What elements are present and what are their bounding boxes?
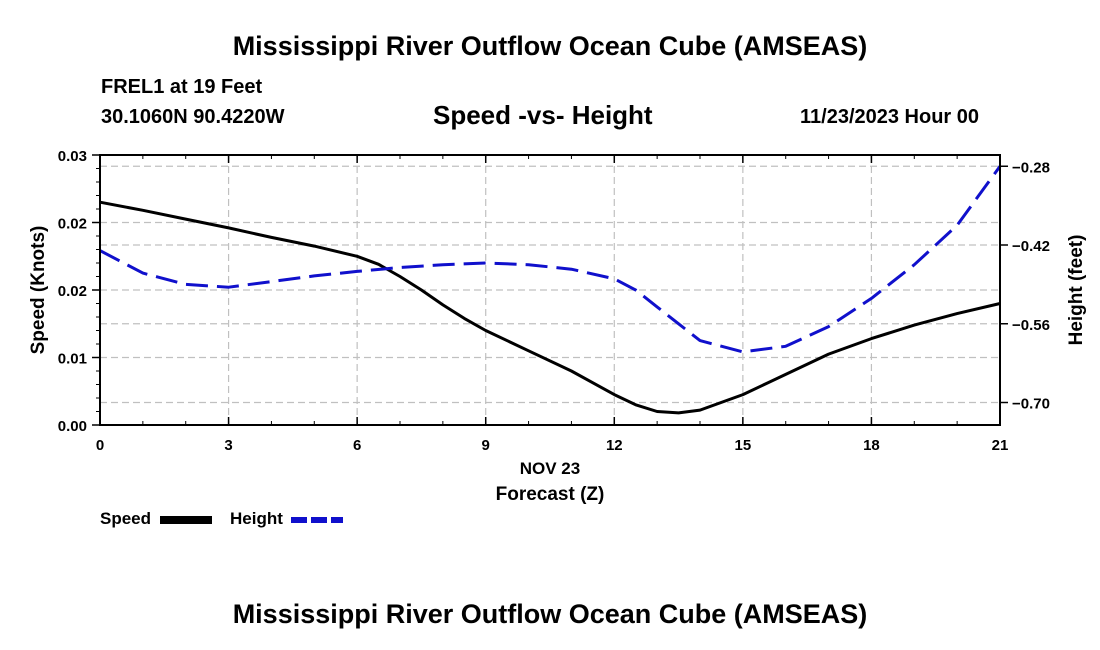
y-right-tick-label: −0.56	[1012, 317, 1050, 334]
x-tick-label: 12	[606, 437, 623, 454]
x-tick-label: 9	[482, 437, 490, 454]
plot-frame	[99, 154, 1001, 426]
x-tick-label: 15	[735, 437, 752, 454]
series-line-speed	[99, 200, 1001, 415]
axis-labels: 0 3 6 9 12 15 18 21 0.00 0.01 0.02 0.02 0.03 −0.70 −0.…	[28, 148, 1087, 505]
y-left-axis-label: Speed (Knots)	[28, 226, 49, 355]
y-left-tick-label: 0.02	[58, 283, 87, 300]
chart-title: Mississippi River Outflow Ocean Cube (AM…	[232, 31, 868, 61]
y-left-tick-label: 0.00	[58, 418, 87, 435]
legend-speed-swatch	[160, 516, 212, 524]
y-right-tick-label: −0.42	[1012, 238, 1050, 255]
station-name: FREL1 at 19 Feet	[101, 76, 263, 98]
legend-height-swatch	[291, 517, 343, 523]
y-right-axis-label: Height (feet)	[1066, 235, 1087, 346]
y-left-tick-label: 0.01	[58, 351, 87, 368]
y-left-tick-label: 0.02	[58, 216, 87, 233]
x-axis-date-label: NOV 23	[520, 459, 580, 478]
grid	[100, 155, 1000, 425]
x-tick-label: 21	[992, 437, 1009, 454]
y-left-tick-label: 0.03	[58, 148, 87, 165]
x-tick-label: 6	[353, 437, 361, 454]
x-tick-label: 0	[96, 437, 104, 454]
station-coordinates: 30.1060N 90.4220W	[101, 106, 285, 128]
y-right-tick-label: −0.70	[1012, 396, 1050, 413]
x-axis-label: Forecast (Z)	[496, 484, 605, 505]
x-tick-label: 18	[863, 437, 880, 454]
chart-subtitle: Speed -vs- Height	[433, 100, 653, 130]
x-tick-label: 3	[224, 437, 232, 454]
legend-height-label: Height	[230, 509, 283, 528]
series-line-height	[99, 165, 1002, 354]
footer-title: Mississippi River Outflow Ocean Cube (AM…	[232, 599, 868, 629]
legend-speed-label: Speed	[100, 509, 152, 528]
forecast-datetime: 11/23/2023 Hour 00	[800, 106, 980, 128]
y-right-tick-label: −0.28	[1012, 159, 1050, 176]
series-lines	[99, 165, 1002, 415]
